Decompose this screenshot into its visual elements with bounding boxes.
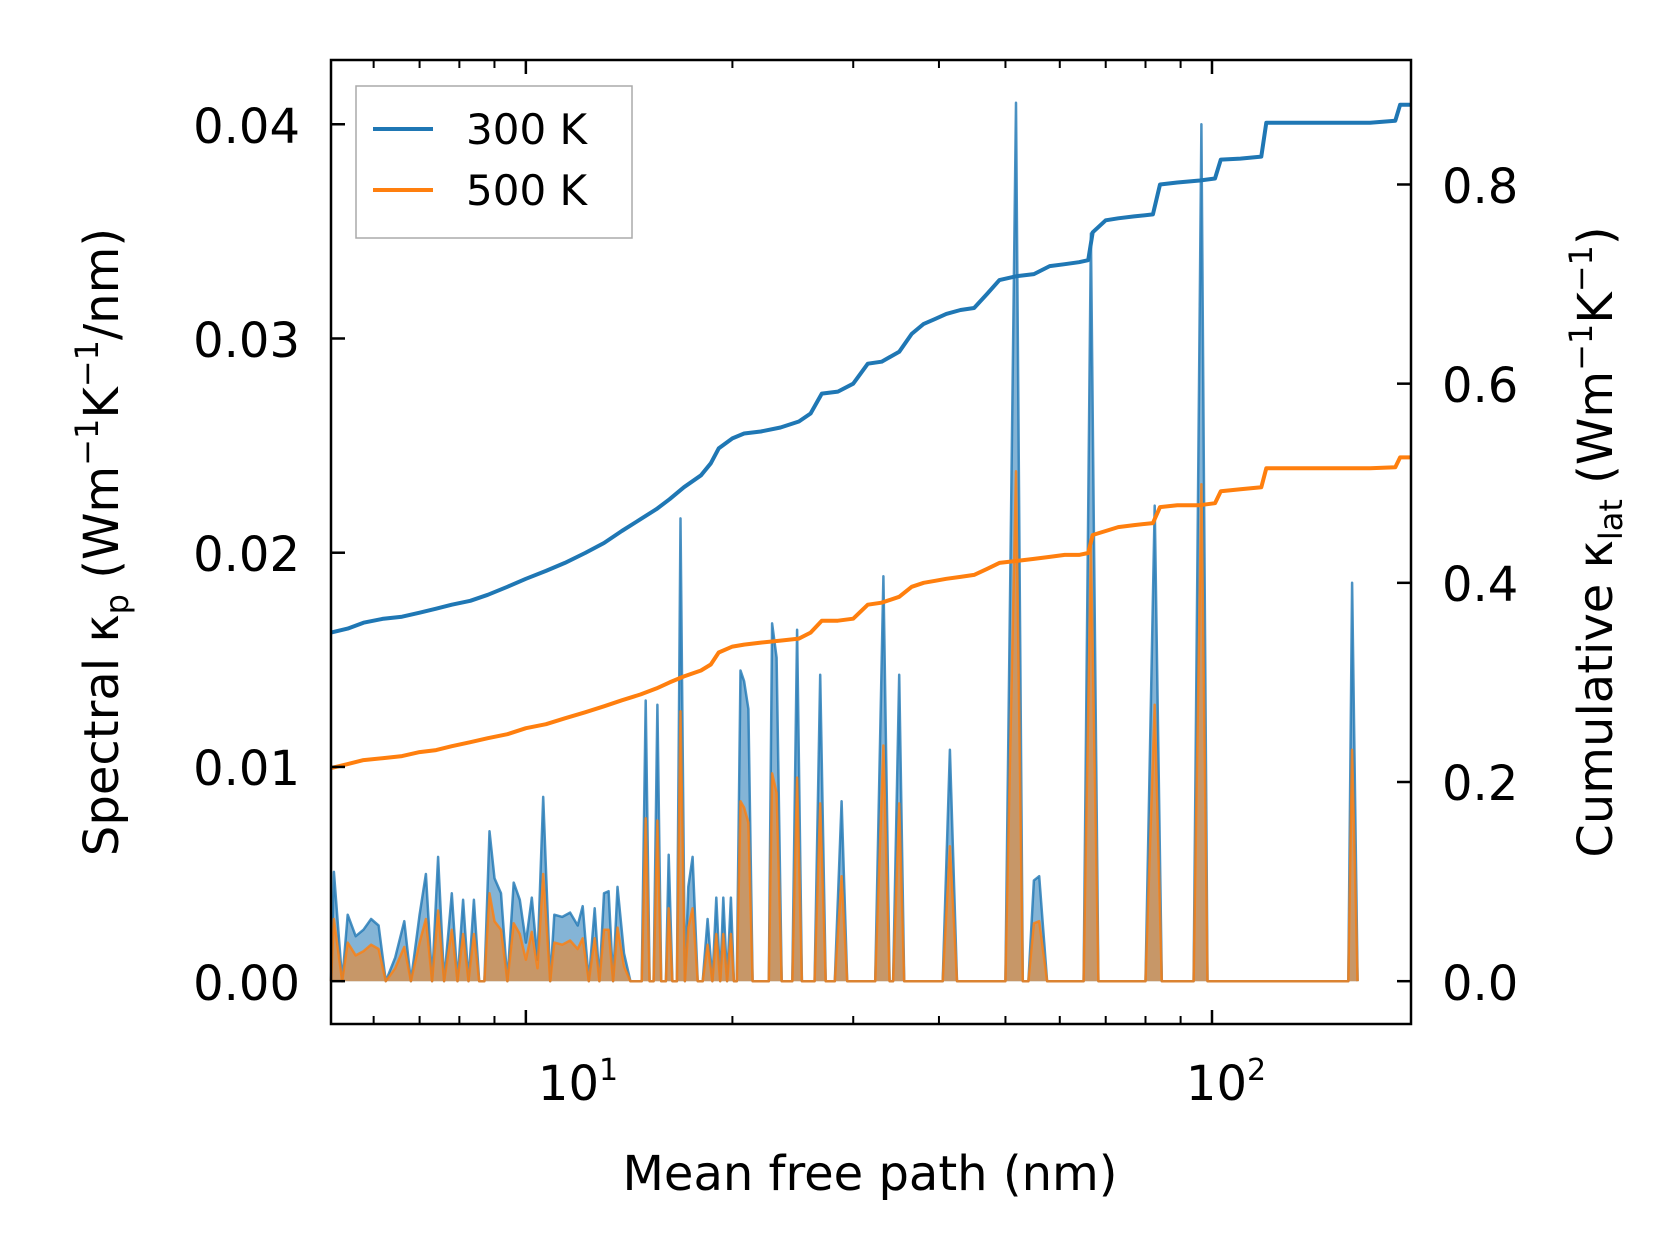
y-right-axis-label: Cumulative κlat (Wm−1K−1) xyxy=(1562,226,1630,857)
y-left-tick-label-3: 0.03 xyxy=(193,313,300,369)
cumulative-line-500k xyxy=(330,455,1411,771)
y-right-tick-label-4: 0.8 xyxy=(1442,159,1518,215)
y-right-tick-label-2: 0.4 xyxy=(1442,557,1518,613)
y-right-tick-label-1: 0.2 xyxy=(1442,756,1518,812)
spectral-layer xyxy=(329,101,1359,983)
x-tick-label-100: 102 xyxy=(1186,1053,1266,1112)
plot-frame xyxy=(329,58,1413,1026)
legend-label-500k: 500 K xyxy=(466,166,589,215)
y-left-tick-label-4: 0.04 xyxy=(193,99,300,155)
ticks-layer xyxy=(331,60,1411,1024)
y-left-tick-label-1: 0.01 xyxy=(193,741,300,797)
legend: 300 K 500 K xyxy=(355,85,633,239)
plot-area xyxy=(329,101,1411,983)
y-left-tick-label-0: 0.00 xyxy=(193,956,300,1012)
y-right-tick-label-3: 0.6 xyxy=(1442,358,1518,414)
legend-box xyxy=(355,85,633,239)
spectral-line-500k xyxy=(329,470,1359,983)
y-left-axis-label: Spectral κp (Wm−1K−1/nm) xyxy=(68,228,136,856)
x-tick-label-10: 101 xyxy=(538,1053,618,1112)
cumulative-layer xyxy=(330,102,1411,771)
cumulative-line-300k xyxy=(330,102,1411,635)
y-right-tick-label-0: 0.0 xyxy=(1442,956,1518,1012)
y-left-tick-label-2: 0.02 xyxy=(193,527,300,583)
legend-label-300k: 300 K xyxy=(466,105,589,154)
x-axis-label: Mean free path (nm) xyxy=(623,1146,1118,1202)
